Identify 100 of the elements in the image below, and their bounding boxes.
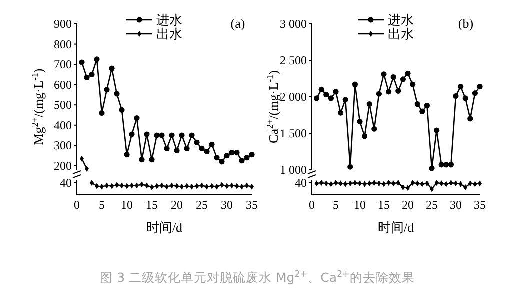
point: [124, 152, 130, 158]
y-tick-label: 2 500: [280, 54, 307, 68]
point: [381, 72, 387, 78]
x-tick-label: 25: [196, 198, 208, 212]
y-tick-label: 2 000: [280, 90, 307, 104]
point: [324, 92, 330, 98]
annotation: (b): [458, 16, 474, 31]
point: [362, 134, 368, 140]
point: [386, 180, 391, 186]
y-tick-label: 400: [54, 118, 72, 132]
point: [405, 70, 411, 76]
point: [199, 146, 205, 152]
y-tick-label: 700: [54, 58, 72, 72]
point: [410, 82, 416, 88]
point: [129, 132, 135, 138]
point: [448, 162, 454, 168]
point: [229, 150, 235, 156]
x-tick-label: 15: [378, 198, 390, 212]
point: [372, 126, 378, 132]
caption: 图 3 二级软化单元对脱硫废水 Mg$^{2+}$、Ca$^{2+}$的去除效果: [100, 270, 415, 285]
point: [314, 96, 320, 102]
point: [434, 180, 439, 186]
point: [114, 91, 120, 97]
point: [219, 159, 225, 165]
x-tick-label: 20: [171, 198, 183, 212]
point: [328, 96, 334, 102]
point: [376, 91, 382, 97]
y-tick-label: 800: [54, 37, 72, 52]
x-tick-label: 20: [402, 198, 414, 212]
point: [414, 102, 420, 108]
legend-label: 进水: [156, 12, 182, 28]
point: [94, 56, 100, 62]
x-tick-label: 30: [221, 198, 233, 212]
point: [204, 148, 210, 155]
point: [390, 74, 396, 80]
point: [139, 157, 145, 163]
x-tick-label: 5: [99, 198, 105, 212]
point: [144, 132, 150, 138]
point: [89, 72, 95, 78]
point: [84, 74, 90, 81]
point: [184, 146, 190, 152]
point: [396, 180, 400, 186]
x-tick-label: 25: [426, 198, 438, 212]
x-tick-label: 10: [354, 198, 366, 212]
point: [353, 180, 358, 186]
point: [453, 93, 459, 100]
point: [462, 96, 468, 102]
x-tick-label: 5: [333, 198, 339, 212]
point: [410, 180, 415, 186]
point: [169, 132, 175, 138]
point: [444, 162, 450, 168]
y-tick-label: 500: [54, 98, 72, 112]
y-tick-label: 1 000: [280, 163, 307, 177]
point: [338, 110, 344, 116]
point: [342, 97, 348, 103]
point: [149, 157, 155, 163]
point: [386, 89, 392, 95]
point: [320, 180, 324, 186]
point: [352, 82, 358, 88]
point: [79, 60, 85, 66]
text: 40: [60, 176, 72, 190]
point: [164, 146, 170, 152]
point: [438, 162, 444, 168]
point: [424, 102, 430, 109]
point: [396, 88, 402, 94]
point: [249, 152, 255, 158]
x-tick-label: 30: [450, 198, 462, 212]
point: [429, 166, 435, 172]
point: [449, 180, 454, 186]
x-tick-label: 10: [121, 198, 133, 212]
point: [372, 180, 376, 186]
annotation: (a): [230, 16, 246, 31]
text: 40: [295, 176, 307, 190]
y-tick-label: 300: [54, 138, 72, 153]
x-tick-label: 15: [146, 198, 158, 212]
point: [468, 116, 474, 122]
x-axis-title: 时间/d: [146, 220, 184, 235]
x-tick-label: 35: [474, 198, 486, 212]
point: [333, 89, 339, 95]
x-axis-title: 时间/d: [378, 220, 415, 235]
y-tick-label: 600: [54, 78, 72, 92]
point: [434, 128, 440, 134]
y-tick-label: 900: [54, 17, 72, 31]
legend-label: 进水: [388, 12, 414, 28]
point: [224, 153, 230, 159]
point: [154, 132, 160, 138]
point: [366, 102, 372, 108]
point: [472, 90, 478, 96]
x-tick-label: 0: [309, 198, 315, 212]
point: [420, 108, 426, 114]
point: [174, 148, 180, 154]
point: [179, 132, 185, 138]
point: [209, 142, 215, 148]
point: [458, 84, 464, 90]
x-tick-label: 35: [246, 198, 258, 212]
point: [234, 150, 240, 156]
point: [357, 119, 363, 125]
point: [189, 132, 195, 138]
point: [119, 107, 125, 113]
point: [99, 110, 105, 116]
